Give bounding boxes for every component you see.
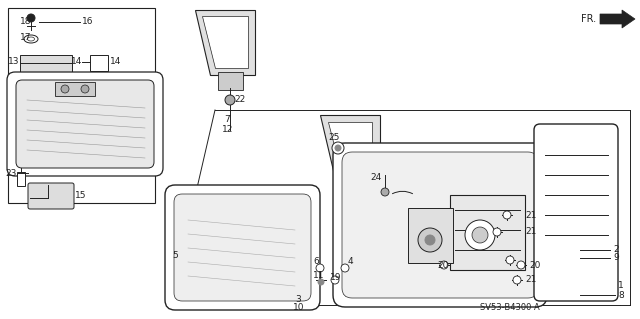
Text: 14: 14 bbox=[70, 57, 82, 66]
FancyBboxPatch shape bbox=[342, 152, 538, 298]
Text: 19: 19 bbox=[330, 273, 342, 283]
Bar bbox=[218, 72, 243, 90]
FancyBboxPatch shape bbox=[333, 143, 547, 307]
Polygon shape bbox=[202, 16, 248, 68]
Circle shape bbox=[493, 228, 501, 236]
Bar bbox=[90, 55, 108, 71]
Circle shape bbox=[472, 227, 488, 243]
Text: 21: 21 bbox=[525, 211, 536, 219]
Text: 23: 23 bbox=[5, 168, 17, 177]
Circle shape bbox=[27, 14, 35, 22]
Circle shape bbox=[81, 85, 89, 93]
Polygon shape bbox=[600, 10, 635, 28]
Text: 10: 10 bbox=[293, 303, 305, 313]
Text: 22: 22 bbox=[234, 95, 245, 105]
Text: SV53-B4300 A: SV53-B4300 A bbox=[480, 303, 540, 313]
FancyBboxPatch shape bbox=[16, 80, 154, 168]
Text: 18: 18 bbox=[20, 18, 31, 26]
Text: FR.: FR. bbox=[581, 14, 596, 24]
Circle shape bbox=[332, 142, 344, 154]
Text: 5: 5 bbox=[172, 250, 178, 259]
Text: 2: 2 bbox=[613, 246, 619, 255]
Circle shape bbox=[331, 276, 339, 284]
Circle shape bbox=[506, 256, 514, 264]
Circle shape bbox=[465, 220, 495, 250]
Circle shape bbox=[335, 145, 341, 151]
Circle shape bbox=[517, 261, 525, 269]
Text: 20: 20 bbox=[437, 261, 449, 270]
Text: 24: 24 bbox=[370, 174, 381, 182]
Bar bbox=[450, 195, 525, 270]
Circle shape bbox=[61, 85, 69, 93]
Bar bbox=[408, 208, 453, 263]
Circle shape bbox=[341, 264, 349, 272]
Text: 21: 21 bbox=[525, 227, 536, 236]
Polygon shape bbox=[55, 82, 95, 96]
Text: 20: 20 bbox=[529, 261, 540, 270]
Bar bbox=[8, 8, 155, 203]
Text: 9: 9 bbox=[613, 254, 619, 263]
Text: 17: 17 bbox=[20, 33, 31, 42]
Ellipse shape bbox=[28, 37, 35, 41]
Text: 13: 13 bbox=[8, 57, 19, 66]
FancyBboxPatch shape bbox=[534, 124, 618, 301]
Circle shape bbox=[318, 279, 324, 285]
Polygon shape bbox=[20, 55, 72, 72]
Text: 16: 16 bbox=[82, 18, 93, 26]
FancyBboxPatch shape bbox=[174, 194, 311, 301]
Circle shape bbox=[503, 211, 511, 219]
Ellipse shape bbox=[24, 35, 38, 43]
Circle shape bbox=[425, 235, 435, 245]
Circle shape bbox=[381, 188, 389, 196]
Text: 15: 15 bbox=[75, 190, 86, 199]
Circle shape bbox=[225, 95, 235, 105]
FancyBboxPatch shape bbox=[28, 183, 74, 209]
Polygon shape bbox=[320, 115, 380, 200]
Text: 11: 11 bbox=[313, 271, 324, 280]
Polygon shape bbox=[328, 122, 372, 192]
Text: 6: 6 bbox=[313, 257, 319, 266]
Text: 8: 8 bbox=[618, 291, 624, 300]
Circle shape bbox=[418, 228, 442, 252]
Circle shape bbox=[316, 264, 324, 272]
Text: 14: 14 bbox=[110, 57, 122, 66]
Text: 4: 4 bbox=[348, 257, 354, 266]
FancyBboxPatch shape bbox=[165, 185, 320, 310]
Text: 1: 1 bbox=[618, 280, 624, 290]
FancyBboxPatch shape bbox=[7, 72, 163, 176]
Text: 25: 25 bbox=[328, 133, 339, 143]
Bar bbox=[17, 172, 25, 186]
Polygon shape bbox=[195, 10, 255, 75]
Text: 3: 3 bbox=[295, 295, 301, 305]
Text: 7: 7 bbox=[224, 115, 230, 124]
Circle shape bbox=[440, 261, 448, 269]
Text: 12: 12 bbox=[222, 125, 234, 135]
Circle shape bbox=[513, 276, 521, 284]
Text: 21: 21 bbox=[525, 276, 536, 285]
